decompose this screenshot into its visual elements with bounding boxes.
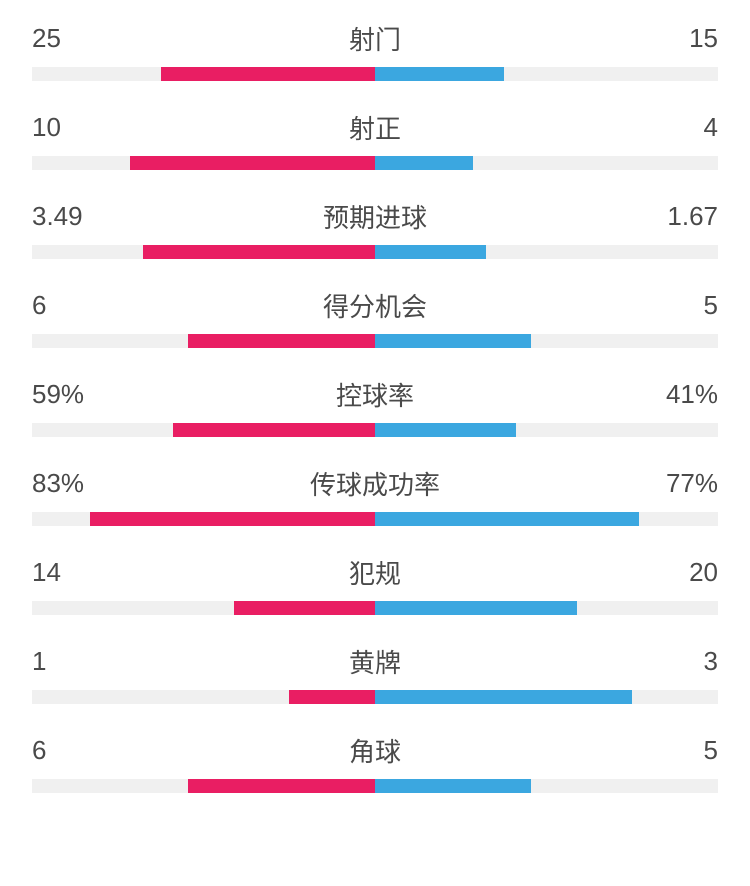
stat-bar [32,156,718,170]
stat-bar-fill-left [188,334,375,348]
stat-header: 25 射门 15 [32,20,718,57]
stat-value-right: 1.67 [658,201,718,232]
stat-bar [32,512,718,526]
stat-label: 角球 [92,732,658,769]
stat-bar-left-half [32,512,375,526]
stat-bar-fill-left [234,601,375,615]
stat-header: 3.49 预期进球 1.67 [32,198,718,235]
stat-value-left: 10 [32,112,92,143]
stat-row: 1 黄牌 3 [32,643,718,704]
stat-value-left: 3.49 [32,201,92,232]
stat-value-right: 5 [658,735,718,766]
stat-value-right: 20 [658,557,718,588]
stat-bar-fill-right [375,334,531,348]
stat-bar-right-half [375,601,718,615]
stat-bar-fill-right [375,423,516,437]
stat-header: 1 黄牌 3 [32,643,718,680]
stat-bar-right-half [375,67,718,81]
stat-bar-fill-left [173,423,375,437]
stat-row: 14 犯规 20 [32,554,718,615]
stat-bar-fill-right [375,779,531,793]
stat-value-right: 15 [658,23,718,54]
stat-bar-left-half [32,245,375,259]
stat-header: 83% 传球成功率 77% [32,465,718,502]
stat-bar-fill-left [90,512,375,526]
stat-header: 14 犯规 20 [32,554,718,591]
stat-bar-fill-right [375,690,632,704]
stat-value-left: 25 [32,23,92,54]
stat-bar [32,67,718,81]
stat-row: 25 射门 15 [32,20,718,81]
stat-label: 预期进球 [92,198,658,235]
stat-bar-right-half [375,245,718,259]
stat-bar-left-half [32,334,375,348]
stat-label: 传球成功率 [92,465,658,502]
stat-header: 59% 控球率 41% [32,376,718,413]
stat-value-left: 6 [32,735,92,766]
stat-bar-right-half [375,690,718,704]
stat-value-left: 14 [32,557,92,588]
stat-bar [32,245,718,259]
stat-label: 控球率 [92,376,658,413]
stat-label: 射门 [92,20,658,57]
stat-bar-fill-right [375,245,486,259]
match-stats-container: 25 射门 15 10 射正 4 [32,20,718,793]
stat-bar-right-half [375,156,718,170]
stat-bar-right-half [375,512,718,526]
stat-row: 83% 传球成功率 77% [32,465,718,526]
stat-bar-fill-left [143,245,375,259]
stat-label: 得分机会 [92,287,658,324]
stat-bar-fill-left [289,690,375,704]
stat-value-right: 3 [658,646,718,677]
stat-bar-left-half [32,156,375,170]
stat-label: 黄牌 [92,643,658,680]
stat-label: 射正 [92,109,658,146]
stat-value-right: 41% [658,379,718,410]
stat-bar [32,423,718,437]
stat-bar-left-half [32,423,375,437]
stat-bar-fill-left [130,156,375,170]
stat-bar-left-half [32,690,375,704]
stat-row: 59% 控球率 41% [32,376,718,437]
stat-bar [32,690,718,704]
stat-bar-fill-right [375,67,504,81]
stat-label: 犯规 [92,554,658,591]
stat-header: 6 得分机会 5 [32,287,718,324]
stat-value-right: 5 [658,290,718,321]
stat-bar-fill-left [188,779,375,793]
stat-bar-right-half [375,334,718,348]
stat-bar-fill-right [375,156,473,170]
stat-row: 10 射正 4 [32,109,718,170]
stat-bar-left-half [32,601,375,615]
stat-bar-left-half [32,779,375,793]
stat-bar-fill-right [375,512,639,526]
stat-bar-left-half [32,67,375,81]
stat-value-left: 59% [32,379,92,410]
stat-header: 6 角球 5 [32,732,718,769]
stat-bar [32,601,718,615]
stat-value-left: 1 [32,646,92,677]
stat-row: 3.49 预期进球 1.67 [32,198,718,259]
stat-header: 10 射正 4 [32,109,718,146]
stat-value-right: 4 [658,112,718,143]
stat-bar [32,334,718,348]
stat-bar-right-half [375,423,718,437]
stat-row: 6 得分机会 5 [32,287,718,348]
stat-bar-right-half [375,779,718,793]
stat-value-left: 83% [32,468,92,499]
stat-row: 6 角球 5 [32,732,718,793]
stat-bar-fill-right [375,601,577,615]
stat-bar [32,779,718,793]
stat-value-left: 6 [32,290,92,321]
stat-bar-fill-left [161,67,375,81]
stat-value-right: 77% [658,468,718,499]
